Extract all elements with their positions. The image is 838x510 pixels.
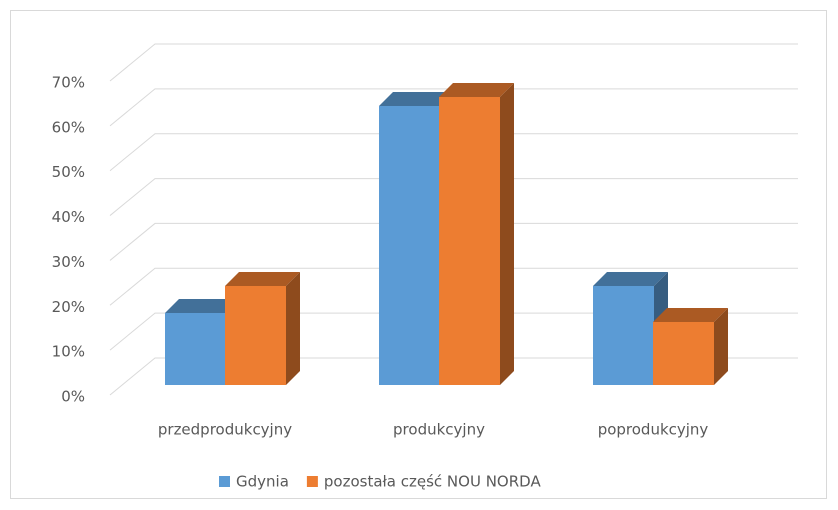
grid-line	[109, 88, 798, 127]
bar-top	[225, 272, 300, 286]
y-tick-label: 40%	[52, 208, 85, 226]
legend-swatch	[306, 476, 318, 487]
y-tick-label: 10%	[52, 343, 85, 361]
bar-top	[439, 83, 514, 97]
bar	[379, 106, 440, 385]
grid-line	[109, 133, 798, 172]
y-tick-label: 70%	[52, 74, 85, 92]
y-tick-label: 60%	[52, 118, 85, 136]
grid-line	[109, 357, 798, 396]
bar	[653, 322, 714, 385]
grid-line	[109, 312, 798, 351]
x-tick-label: poprodukcyjny	[598, 421, 709, 439]
grid-line	[109, 178, 798, 216]
grid-line	[109, 43, 798, 82]
bar-top	[593, 272, 668, 286]
bar-top	[653, 308, 728, 322]
legend-swatch	[219, 476, 230, 487]
bar-side	[714, 308, 728, 385]
bar	[439, 97, 500, 385]
bar-side	[286, 272, 300, 385]
x-tick-label: przedprodukcyjny	[158, 421, 292, 439]
grid-line	[109, 267, 798, 306]
y-tick-label: 50%	[52, 163, 85, 181]
bar	[165, 313, 226, 385]
bar	[593, 286, 654, 385]
grid-line	[109, 222, 798, 261]
x-tick-label: produkcyjny	[393, 421, 485, 439]
legend-label: pozostała część NOU NORDA	[324, 473, 542, 491]
bar-top	[379, 92, 454, 106]
bar-side	[500, 83, 514, 385]
y-tick-label: 20%	[52, 298, 85, 316]
y-tick-label: 0%	[61, 388, 85, 406]
bar-top	[165, 299, 240, 313]
y-tick-label: 30%	[52, 253, 85, 271]
legend-label: Gdynia	[236, 473, 289, 491]
bar	[225, 286, 286, 385]
